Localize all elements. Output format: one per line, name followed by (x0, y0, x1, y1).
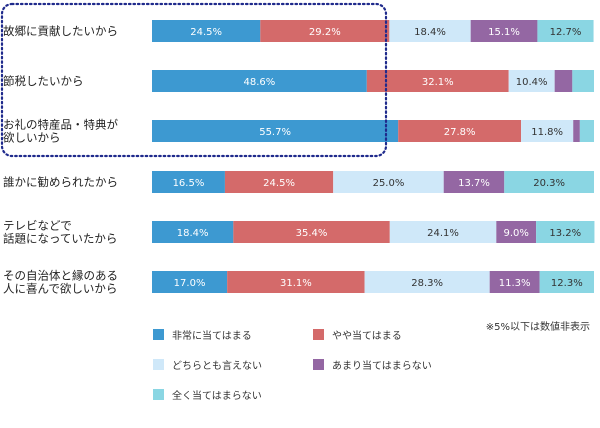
data-label: 15.1% (488, 27, 520, 38)
data-label: 13.7% (458, 178, 490, 189)
bar-segment (537, 20, 594, 42)
data-label: 28.3% (411, 278, 443, 289)
category-label: 故郷に貢献したいから (3, 24, 118, 38)
bar-segment (260, 20, 390, 42)
bar-segment (573, 120, 580, 142)
legend-item: 全く当てはまらない (153, 387, 262, 402)
bar-segment (233, 221, 390, 243)
data-label: 29.2% (309, 27, 341, 38)
data-label: 24.5% (263, 178, 295, 189)
data-label: 11.3% (499, 278, 531, 289)
bar-segment (579, 120, 594, 142)
bar-segment (366, 70, 509, 92)
legend-label: あまり当てはまらない (332, 361, 432, 372)
data-label: 18.4% (177, 228, 209, 239)
data-label: 12.3% (551, 278, 583, 289)
bar-segment (152, 171, 225, 193)
data-label: 24.5% (190, 27, 222, 38)
data-label: 11.8% (531, 127, 563, 138)
bar-segment (224, 171, 334, 193)
bar-segment (539, 271, 594, 293)
data-label: 18.4% (414, 27, 446, 38)
legend-swatch (313, 359, 324, 370)
bar-segment (470, 20, 538, 42)
highlight-box (0, 2, 388, 158)
category-label: 話題になっていたから (3, 232, 117, 246)
data-label: 20.3% (533, 178, 565, 189)
bar-segment (398, 120, 522, 142)
data-label: 27.8% (444, 127, 476, 138)
bar-segment (227, 271, 365, 293)
bar-segment (152, 221, 234, 243)
data-label: 17.0% (174, 278, 206, 289)
data-label: 35.4% (296, 228, 328, 239)
data-label: 48.6% (244, 77, 276, 88)
bar-segment (504, 171, 594, 193)
legend-item: やや当てはまる (313, 327, 402, 342)
category-label: その自治体と縁のある (3, 269, 118, 283)
legend-item: 非常に当てはまる (153, 327, 252, 342)
data-label: 24.1% (427, 228, 459, 239)
legend-swatch (153, 329, 164, 340)
category-label: 誰かに勧められたから (3, 175, 118, 189)
bar-segment (389, 221, 497, 243)
legend-label: 非常に当てはまる (172, 331, 252, 342)
bar-segment (333, 171, 444, 193)
data-label: 32.1% (422, 77, 454, 88)
category-label: 欲しいから (3, 131, 61, 145)
legend-item: どちらとも言えない (153, 357, 262, 372)
legend-swatch (313, 329, 324, 340)
legend-swatch (153, 359, 164, 370)
data-label: 10.4% (516, 77, 548, 88)
data-label: 55.7% (259, 127, 291, 138)
bar-segment (364, 271, 490, 293)
data-label: 9.0% (504, 228, 529, 239)
legend-label: 全く当てはまらない (172, 391, 262, 402)
category-label: 節税したいから (3, 74, 84, 88)
bar-segment (496, 221, 537, 243)
legend-swatch (153, 389, 164, 400)
category-label: 人に喜んで欲しいから (3, 282, 117, 296)
bar-segment (508, 70, 555, 92)
legend: 非常に当てはまる やや当てはまるどちらとも言えない あまり当てはまらない全く当てはま… (153, 317, 593, 417)
data-label: 31.1% (280, 278, 312, 289)
bar-segment (536, 221, 595, 243)
bar-segment (521, 120, 574, 142)
stacked-bar-chart: 故郷に貢献したいから 24.5% 29.2% 18.4% 15.1% 12.7% 節税したい… (0, 2, 595, 296)
data-label: 25.0% (373, 178, 405, 189)
category-label: テレビなどで (3, 219, 72, 233)
data-label: 16.5% (173, 178, 205, 189)
bar-segment (152, 271, 228, 293)
bar-segment (572, 70, 594, 92)
footnote: ※5%以下は数値非表示 (485, 322, 590, 333)
legend-item: あまり当てはまらない (313, 357, 432, 372)
bar-segment (152, 70, 367, 92)
bar-segment (152, 120, 399, 142)
data-label: 13.2% (549, 228, 581, 239)
bar-segment (152, 20, 261, 42)
legend-label: どちらとも言えない (172, 361, 262, 372)
category-label: お礼の特産品・特典が (3, 118, 118, 132)
bar-segment (389, 20, 471, 42)
legend-label: やや当てはまる (332, 331, 402, 342)
bar-segment (489, 271, 540, 293)
bar-segment (443, 171, 505, 193)
bar-segment (554, 70, 573, 92)
data-label: 12.7% (550, 27, 582, 38)
